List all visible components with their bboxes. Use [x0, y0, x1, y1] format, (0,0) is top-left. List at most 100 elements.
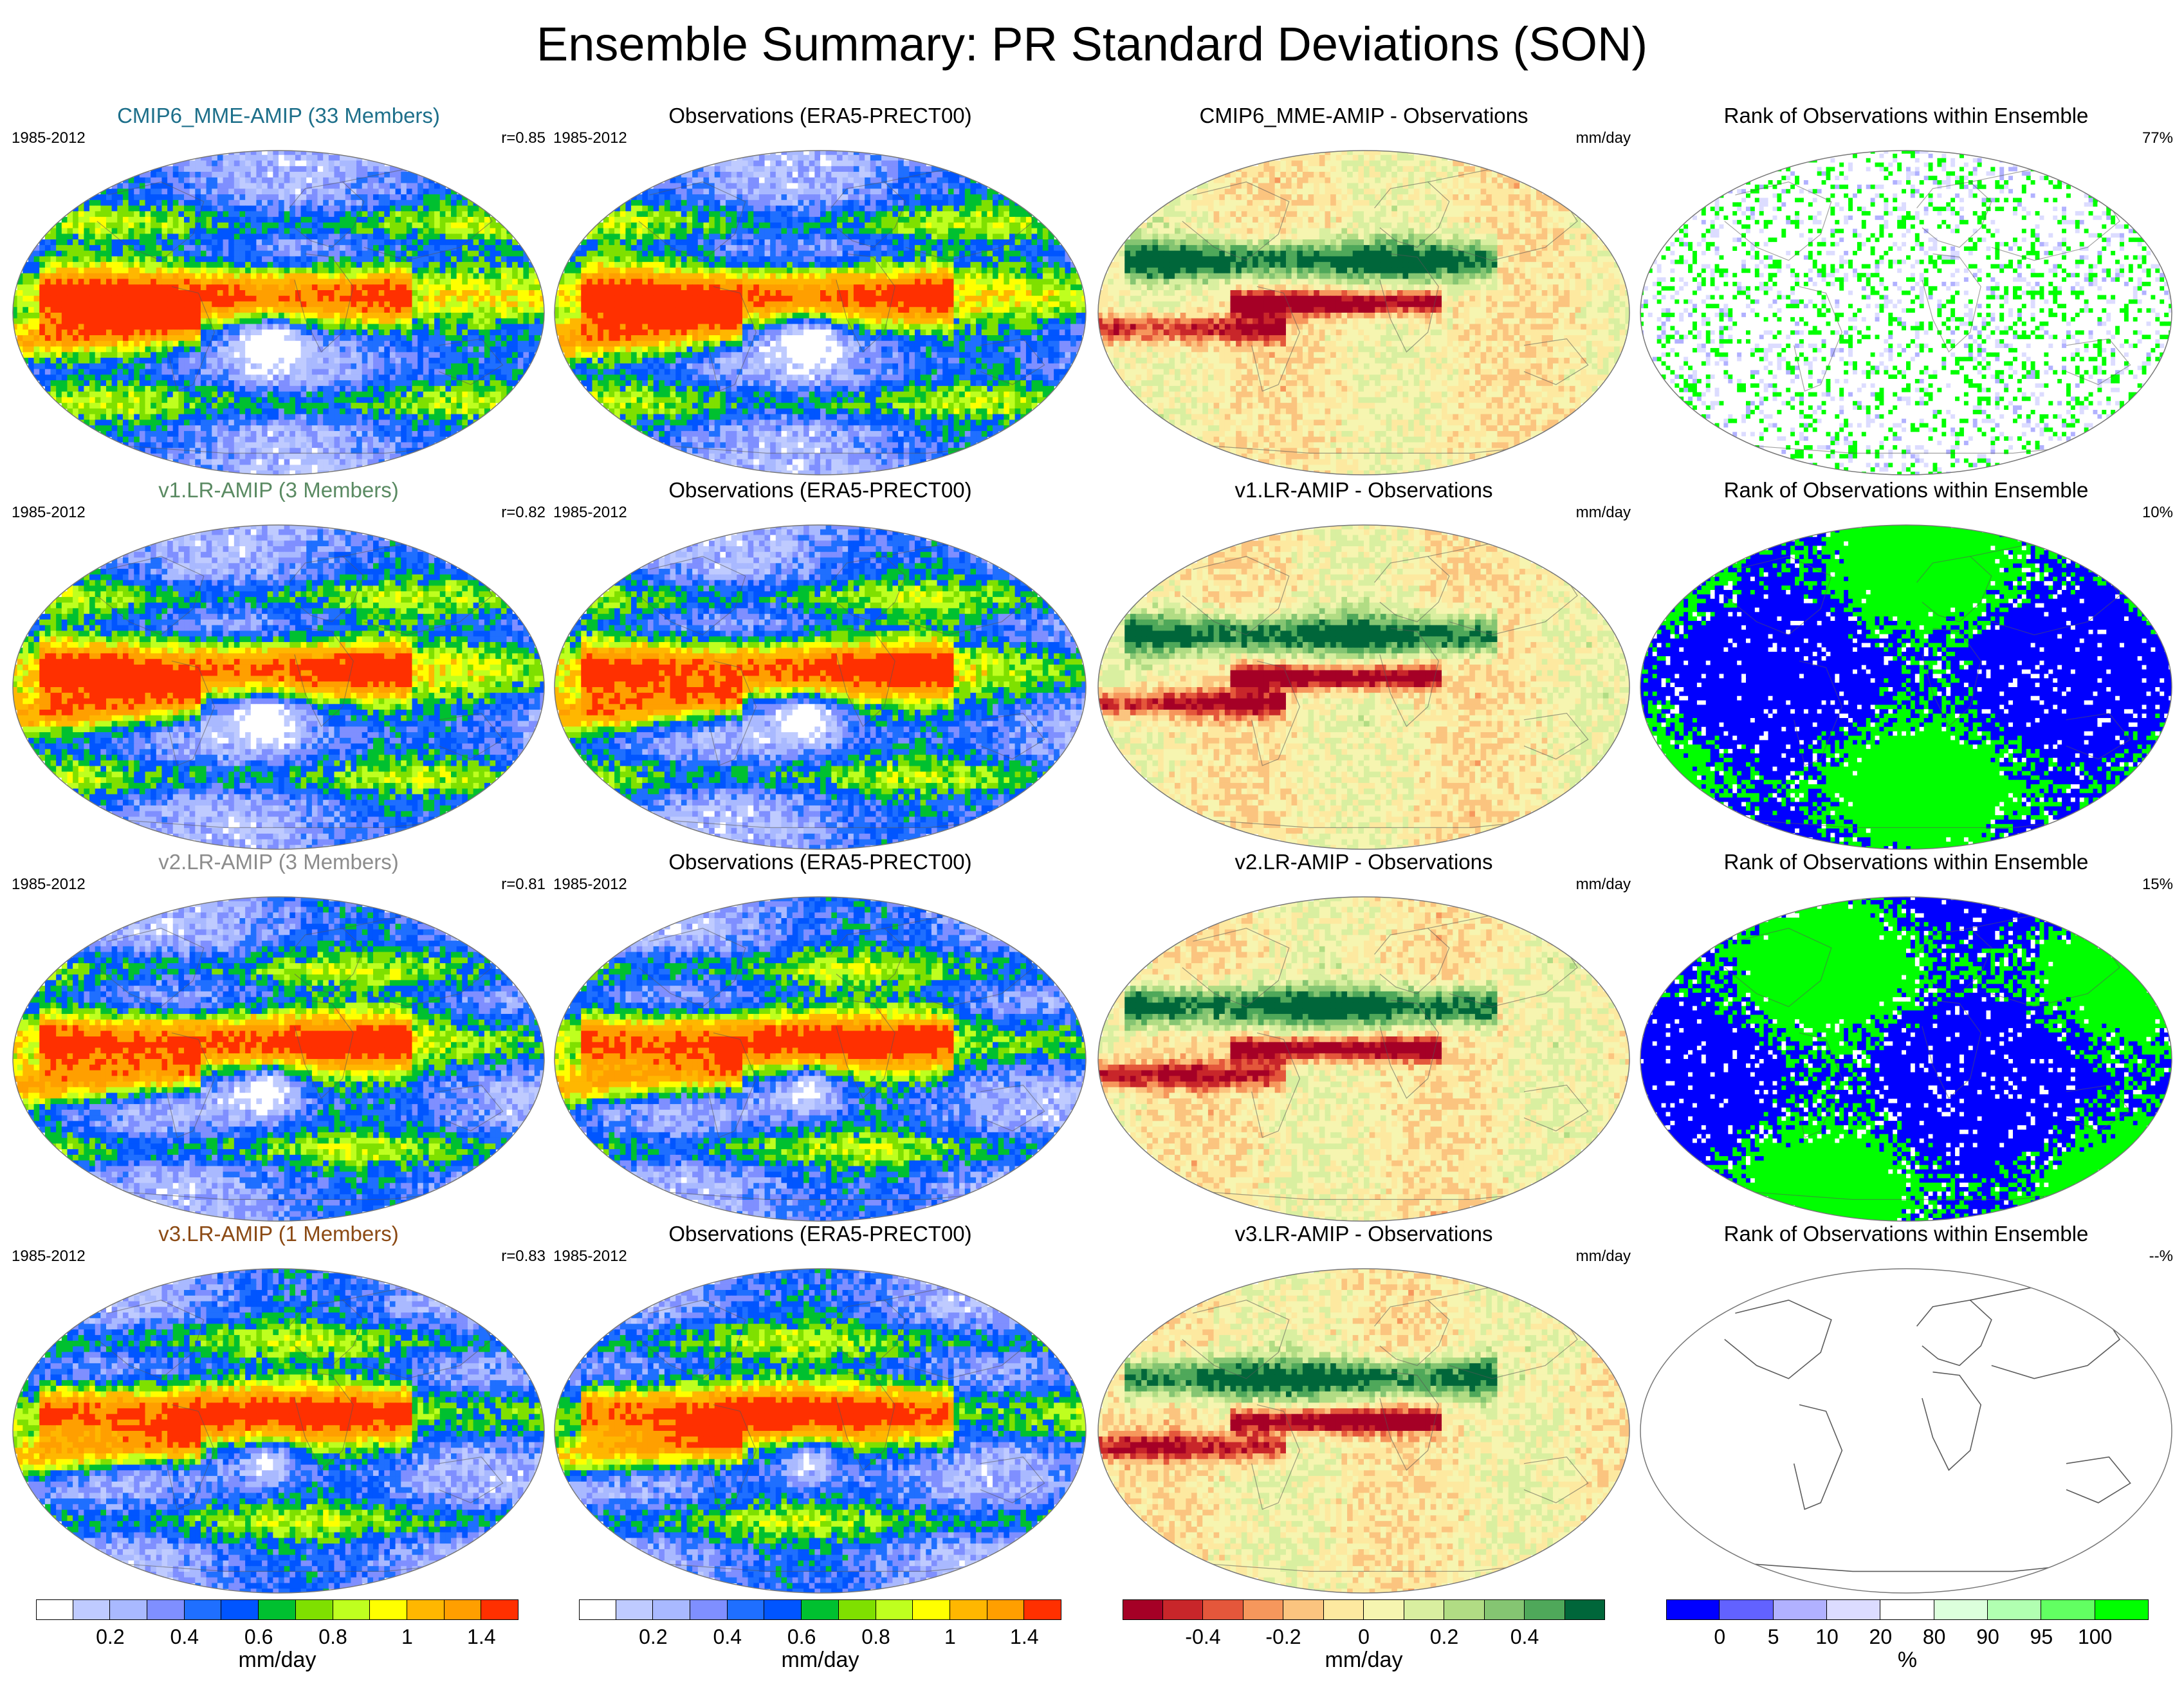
panel-stat: 10% — [2142, 503, 2173, 522]
panel-title: v3.LR-AMIP - Observations — [1097, 1221, 1631, 1247]
colorbar-tick-label: 0 — [1358, 1625, 1370, 1648]
panel-title: v3.LR-AMIP (1 Members) — [12, 1221, 546, 1247]
panel-title: v1.LR-AMIP - Observations — [1097, 477, 1631, 503]
panel-stat: r=0.85 — [501, 129, 546, 148]
colorbar-swatch — [913, 1599, 950, 1620]
map-field — [12, 524, 546, 851]
colorbar-swatch — [579, 1599, 616, 1620]
map-panel-model-row-3: v3.LR-AMIP (1 Members) 1985-2012 r=0.83 — [12, 1221, 546, 1597]
colorbar-tick-label: 1 — [944, 1625, 956, 1648]
map-field — [1639, 524, 2173, 851]
colorbar-swatch — [1283, 1599, 1324, 1620]
colorbar-swatch — [481, 1599, 518, 1620]
colorbar-swatch — [110, 1599, 147, 1620]
map-panel-obs-row-3: Observations (ERA5-PRECT00) 1985-2012 — [553, 1221, 1087, 1597]
map-panel-diff-row-2: v2.LR-AMIP - Observations mm/day — [1097, 849, 1631, 1225]
colorbar-4 — [1666, 1599, 2149, 1621]
colorbar-swatch — [690, 1599, 728, 1620]
panel-title: Rank of Observations within Ensemble — [1639, 1221, 2173, 1247]
colorbar-swatch — [1720, 1599, 1773, 1620]
colorbar-tick-label: 0 — [1714, 1625, 1725, 1648]
world-map — [12, 149, 546, 476]
world-map — [553, 896, 1087, 1222]
colorbar-swatch — [1163, 1599, 1204, 1620]
colorbar-swatch — [2041, 1599, 2095, 1620]
colorbar-unit: mm/day — [1325, 1647, 1403, 1673]
panel-stat: mm/day — [1576, 1247, 1631, 1266]
map-field — [1097, 524, 1631, 851]
colorbar-tick-label: 0.2 — [639, 1625, 667, 1648]
panel-period: 1985-2012 — [553, 129, 627, 148]
colorbar-swatch — [1666, 1599, 1720, 1620]
colorbar-tick-label: 0.2 — [96, 1625, 124, 1648]
colorbar-swatch — [73, 1599, 111, 1620]
colorbar-swatch — [876, 1599, 913, 1620]
panel-stat: mm/day — [1576, 875, 1631, 894]
map-field — [12, 1267, 546, 1594]
colorbar-tick-label: 95 — [2030, 1625, 2053, 1648]
colorbar-swatch — [36, 1599, 73, 1620]
world-map — [553, 524, 1087, 851]
colorbar-swatch — [987, 1599, 1025, 1620]
map-panel-model-row-1: v1.LR-AMIP (3 Members) 1985-2012 r=0.82 — [12, 477, 546, 853]
colorbar-swatch — [296, 1599, 333, 1620]
map-panel-obs-row-2: Observations (ERA5-PRECT00) 1985-2012 — [553, 849, 1087, 1225]
colorbar-swatch — [1444, 1599, 1485, 1620]
world-map — [1639, 524, 2173, 851]
colorbar-tick-label: 80 — [1923, 1625, 1946, 1648]
panel-period: 1985-2012 — [553, 1247, 627, 1266]
colorbar-1 — [36, 1599, 518, 1621]
coastlines — [1720, 1287, 2131, 1572]
colorbar-swatch — [2095, 1599, 2149, 1620]
panel-period: 1985-2012 — [12, 875, 86, 894]
colorbar-swatch — [839, 1599, 876, 1620]
map-field — [1639, 149, 2173, 476]
colorbar-2 — [579, 1599, 1061, 1621]
colorbar-tick-label: 0.4 — [713, 1625, 742, 1648]
map-panel-rank-row-3: Rank of Observations within Ensemble --% — [1639, 1221, 2173, 1597]
world-map — [1639, 1267, 2173, 1594]
colorbar-tick-label: 1.4 — [467, 1625, 495, 1648]
map-panel-model-row-2: v2.LR-AMIP (3 Members) 1985-2012 r=0.81 — [12, 849, 546, 1225]
colorbar-swatch — [616, 1599, 654, 1620]
panel-stat: --% — [2149, 1247, 2173, 1266]
colorbar-swatch — [1988, 1599, 2041, 1620]
map-field — [12, 896, 546, 1222]
colorbar-tick-label: 1 — [401, 1625, 413, 1648]
map-field — [553, 149, 1087, 476]
colorbar-tick-label: 90 — [1976, 1625, 1999, 1648]
colorbar-swatch — [1827, 1599, 1880, 1620]
colorbar-swatch — [1024, 1599, 1061, 1620]
colorbar-tick-label: 0.2 — [1430, 1625, 1458, 1648]
colorbar-swatch — [370, 1599, 407, 1620]
colorbar-tick-label: 100 — [2078, 1625, 2112, 1648]
colorbar-swatch — [1203, 1599, 1243, 1620]
panel-title: CMIP6_MME-AMIP - Observations — [1097, 103, 1631, 129]
world-map — [1097, 149, 1631, 476]
panel-period: 1985-2012 — [553, 875, 627, 894]
colorbar-swatch — [259, 1599, 296, 1620]
map-outline — [1640, 1269, 2172, 1593]
colorbar-swatch — [950, 1599, 987, 1620]
panel-title: v2.LR-AMIP - Observations — [1097, 849, 1631, 875]
colorbar-tick-label: 10 — [1815, 1625, 1839, 1648]
panel-title: v2.LR-AMIP (3 Members) — [12, 849, 546, 875]
colorbar-swatch — [1404, 1599, 1445, 1620]
colorbar-swatch — [445, 1599, 482, 1620]
colorbar-tick-label: 5 — [1768, 1625, 1779, 1648]
colorbar-swatch — [407, 1599, 445, 1620]
colorbar-swatch — [764, 1599, 802, 1620]
colorbar-swatch — [1880, 1599, 1934, 1620]
colorbar-swatch — [1525, 1599, 1565, 1620]
panel-title: Observations (ERA5-PRECT00) — [553, 103, 1087, 129]
map-panel-diff-row-1: v1.LR-AMIP - Observations mm/day — [1097, 477, 1631, 853]
map-panel-obs-row-1: Observations (ERA5-PRECT00) 1985-2012 — [553, 477, 1087, 853]
map-panel-obs-row-0: Observations (ERA5-PRECT00) 1985-2012 — [553, 103, 1087, 479]
world-map — [1639, 149, 2173, 476]
colorbar-tick-label: -0.2 — [1265, 1625, 1301, 1648]
colorbar-swatch — [1364, 1599, 1404, 1620]
colorbar-tick-label: -0.4 — [1185, 1625, 1220, 1648]
colorbar-tick-label: 0.6 — [244, 1625, 273, 1648]
colorbar-swatch — [653, 1599, 690, 1620]
map-field — [1639, 896, 2173, 1222]
